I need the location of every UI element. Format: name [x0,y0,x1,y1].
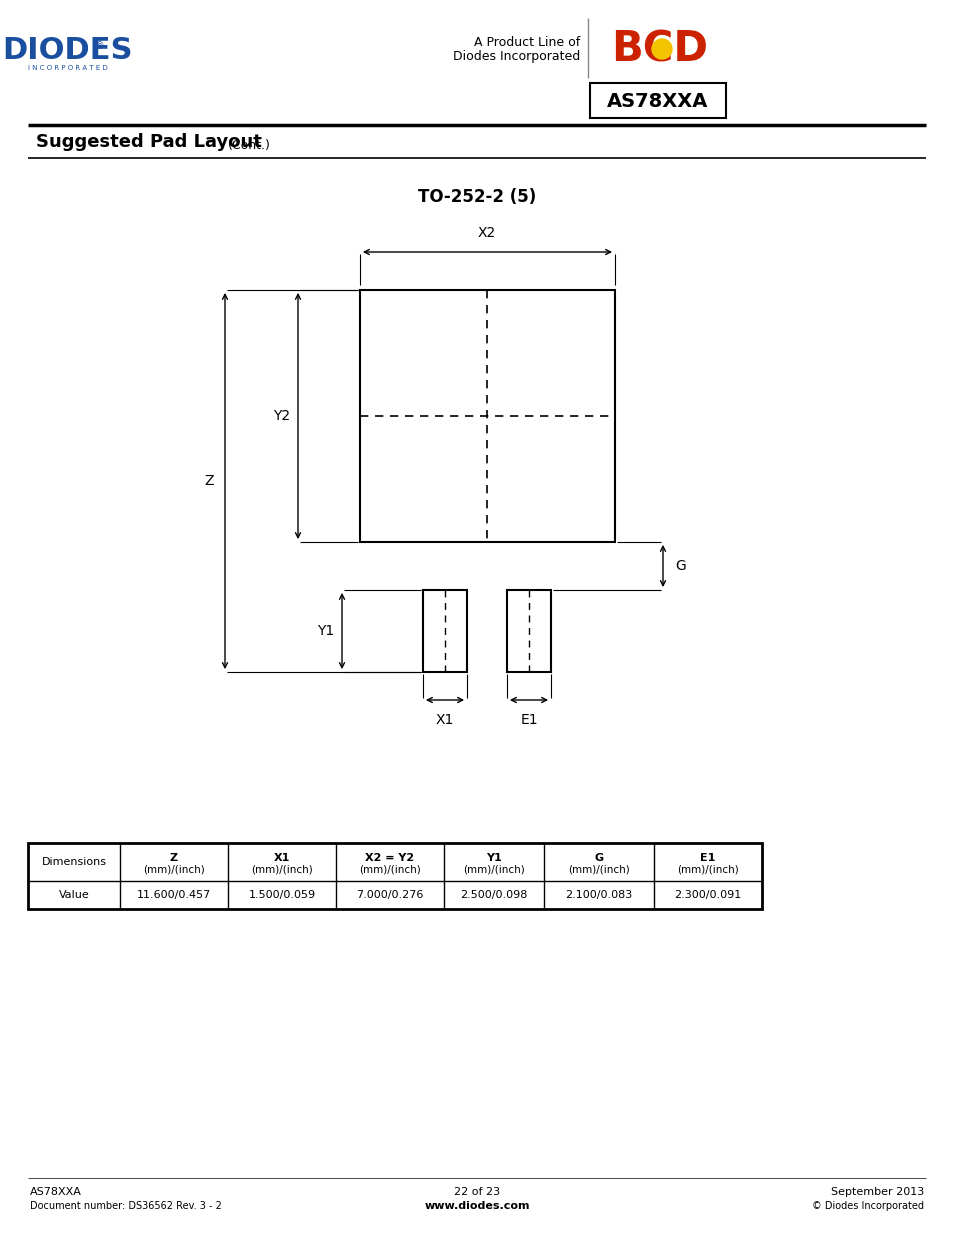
Text: Z: Z [170,853,178,863]
Text: A Product Line of: A Product Line of [474,36,579,48]
Bar [506,590,551,672]
Text: 2.500/0.098: 2.500/0.098 [460,890,527,900]
Text: E1: E1 [700,853,715,863]
Bar [28,844,761,909]
Text: 2.100/0.083: 2.100/0.083 [565,890,632,900]
Text: 1.500/0.059: 1.500/0.059 [248,890,315,900]
Text: TO-252-2 (5): TO-252-2 (5) [417,188,536,206]
Text: Y2: Y2 [274,409,291,424]
Text: Z: Z [204,474,213,488]
Text: X2 = Y2: X2 = Y2 [365,853,415,863]
Text: ®: ® [95,41,105,51]
Text: Y1: Y1 [486,853,501,863]
Text: Dimensions: Dimensions [42,857,107,867]
Text: (Cont.): (Cont.) [228,138,271,152]
Text: G: G [675,559,685,573]
Text: Value: Value [58,890,90,900]
Text: Diodes Incorporated: Diodes Incorporated [453,49,579,63]
Text: AS78XXA: AS78XXA [607,91,708,110]
Text: DIODES: DIODES [3,36,133,64]
Bar [359,290,615,542]
Text: 2.300/0.091: 2.300/0.091 [674,890,740,900]
Text: AS78XXA: AS78XXA [30,1187,82,1197]
Circle shape [651,40,671,59]
Text: Document number: DS36562 Rev. 3 - 2: Document number: DS36562 Rev. 3 - 2 [30,1200,222,1212]
Text: © Diodes Incorporated: © Diodes Incorporated [811,1200,923,1212]
Text: X1: X1 [436,713,454,727]
Text: (mm)/(inch): (mm)/(inch) [677,864,739,876]
Text: X2: X2 [477,226,496,240]
Bar [422,590,467,672]
Text: www.diodes.com: www.diodes.com [424,1200,529,1212]
Text: (mm)/(inch): (mm)/(inch) [251,864,313,876]
Text: (mm)/(inch): (mm)/(inch) [568,864,629,876]
Text: Y1: Y1 [317,624,335,638]
Bar [589,83,725,119]
Text: (mm)/(inch): (mm)/(inch) [358,864,420,876]
Text: E1: E1 [519,713,537,727]
Text: BCD: BCD [611,28,708,70]
Text: X1: X1 [274,853,290,863]
Text: 7.000/0.276: 7.000/0.276 [355,890,423,900]
Text: Suggested Pad Layout: Suggested Pad Layout [36,133,262,151]
Text: G: G [594,853,603,863]
Text: (mm)/(inch): (mm)/(inch) [462,864,524,876]
Text: I N C O R P O R A T E D: I N C O R P O R A T E D [28,65,108,70]
Text: 22 of 23: 22 of 23 [454,1187,499,1197]
Text: September 2013: September 2013 [830,1187,923,1197]
Text: (mm)/(inch): (mm)/(inch) [143,864,205,876]
Text: 11.600/0.457: 11.600/0.457 [136,890,211,900]
